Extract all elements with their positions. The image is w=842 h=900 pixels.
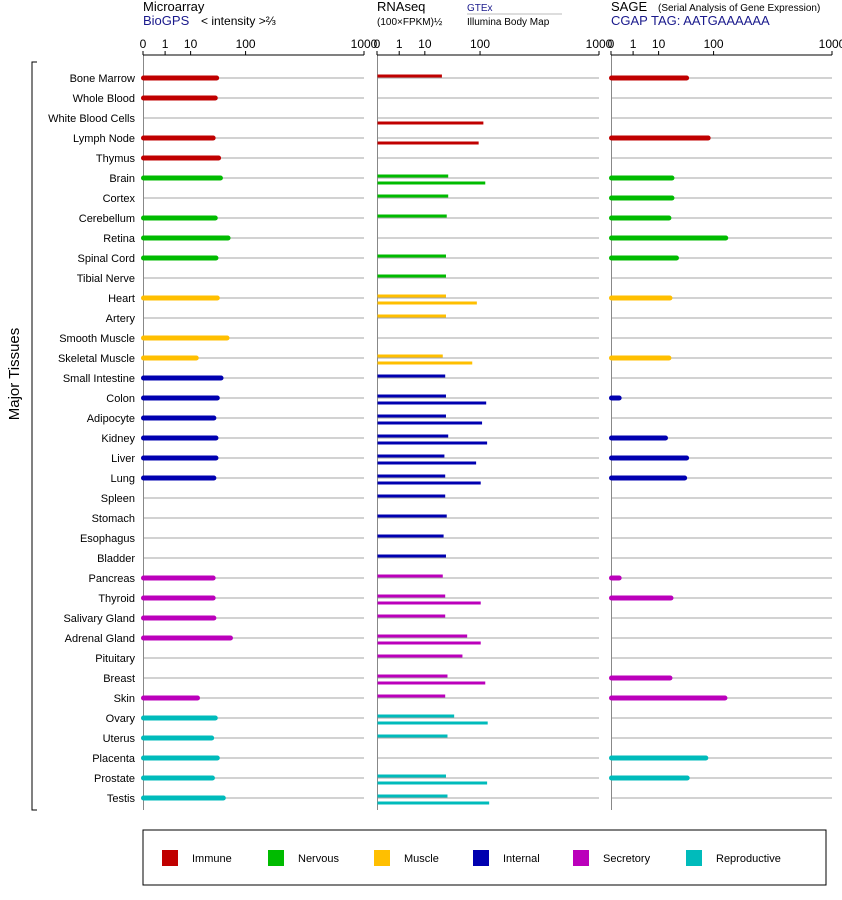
legend-swatch-secretory xyxy=(573,850,589,866)
category-label-smooth-muscle: Smooth Muscle xyxy=(59,333,135,345)
category-label-whole-blood: Whole Blood xyxy=(73,93,135,105)
category-label-placenta: Placenta xyxy=(92,753,136,765)
category-label-liver: Liver xyxy=(111,453,135,465)
rnaseq-tick-label: 1000 xyxy=(586,37,613,51)
category-label-adrenal-gland: Adrenal Gland xyxy=(65,633,135,645)
rnaseq-tick-label: 10 xyxy=(418,37,432,51)
category-label-ovary: Ovary xyxy=(106,713,136,725)
legend-swatch-immune xyxy=(162,850,178,866)
microarray-title: Microarray xyxy=(143,0,205,14)
microarray-tick-label: 1000 xyxy=(351,37,378,51)
microarray-tick-label: 1 xyxy=(162,37,169,51)
tissues-bracket xyxy=(31,61,37,811)
legend-swatch-muscle xyxy=(374,850,390,866)
sage-tag-line: CGAP TAG: AATGAAAAAA xyxy=(611,13,770,28)
legend-swatch-nervous xyxy=(268,850,284,866)
category-label-spinal-cord: Spinal Cord xyxy=(78,253,135,265)
category-label-esophagus: Esophagus xyxy=(80,533,136,545)
category-label-pituitary: Pituitary xyxy=(95,653,135,665)
category-label-stomach: Stomach xyxy=(92,513,135,525)
rnaseq-source-bottom: Illumina Body Map xyxy=(467,17,550,28)
category-label-thymus: Thymus xyxy=(96,153,136,165)
legend-label-secretory: Secretory xyxy=(603,853,651,865)
category-label-pancreas: Pancreas xyxy=(89,573,136,585)
category-label-breast: Breast xyxy=(103,673,135,685)
microarray-tick-label: 10 xyxy=(184,37,198,51)
rnaseq-tick-label: 0 xyxy=(374,37,381,51)
category-label-lymph-node: Lymph Node xyxy=(73,133,135,145)
rnaseq-tick-label: 1 xyxy=(396,37,403,51)
category-label-bone-marrow: Bone Marrow xyxy=(70,73,135,85)
category-label-prostate: Prostate xyxy=(94,773,135,785)
category-label-thyroid: Thyroid xyxy=(98,593,135,605)
sage-tick-label: 100 xyxy=(704,37,724,51)
category-label-spleen: Spleen xyxy=(101,493,135,505)
legend-swatch-reproductive xyxy=(686,850,702,866)
category-label-heart: Heart xyxy=(108,293,135,305)
category-label-uterus: Uterus xyxy=(103,733,136,745)
microarray-tick-label: 0 xyxy=(140,37,147,51)
category-label-testis: Testis xyxy=(107,793,136,805)
category-label-tibial-nerve: Tibial Nerve xyxy=(77,273,135,285)
category-label-bladder: Bladder xyxy=(97,553,135,565)
rnaseq-source-top: GTEx xyxy=(467,3,493,14)
rnaseq-title: RNAseq xyxy=(377,0,425,14)
sage-tick-label: 1 xyxy=(630,37,637,51)
legend-label-nervous: Nervous xyxy=(298,853,339,865)
legend-label-immune: Immune xyxy=(192,853,232,865)
category-label-retina: Retina xyxy=(103,233,136,245)
legend-label-muscle: Muscle xyxy=(404,853,439,865)
category-label-skeletal-muscle: Skeletal Muscle xyxy=(58,353,135,365)
sage-tick-label: 10 xyxy=(652,37,666,51)
rnaseq-scale-note: (100×FPKM)½ xyxy=(377,17,443,28)
category-label-cortex: Cortex xyxy=(103,193,136,205)
sage-title: SAGE xyxy=(611,0,647,14)
sage-tick-label: 1000 xyxy=(819,37,842,51)
category-label-cerebellum: Cerebellum xyxy=(79,213,135,225)
legend-label-reproductive: Reproductive xyxy=(716,853,781,865)
category-label-skin: Skin xyxy=(114,693,135,705)
legend-swatch-internal xyxy=(473,850,489,866)
legend-label-internal: Internal xyxy=(503,853,540,865)
microarray-scale-note: < intensity >⅔ xyxy=(201,14,276,28)
category-label-colon: Colon xyxy=(106,393,135,405)
category-label-white-blood-cells: White Blood Cells xyxy=(48,113,135,125)
category-label-kidney: Kidney xyxy=(101,433,135,445)
category-label-brain: Brain xyxy=(109,173,135,185)
microarray-tick-label: 100 xyxy=(236,37,256,51)
category-label-adipocyte: Adipocyte xyxy=(87,413,135,425)
category-label-salivary-gland: Salivary Gland xyxy=(63,613,135,625)
tissues-group-label: Major Tissues xyxy=(6,328,23,421)
category-label-small-intestine: Small Intestine xyxy=(63,373,135,385)
rnaseq-tick-label: 100 xyxy=(470,37,490,51)
sage-subtitle: (Serial Analysis of Gene Expression) xyxy=(658,3,820,14)
microarray-source: BioGPS xyxy=(143,13,190,28)
category-label-lung: Lung xyxy=(111,473,135,485)
sage-tick-label: 0 xyxy=(608,37,615,51)
category-label-artery: Artery xyxy=(106,313,136,325)
